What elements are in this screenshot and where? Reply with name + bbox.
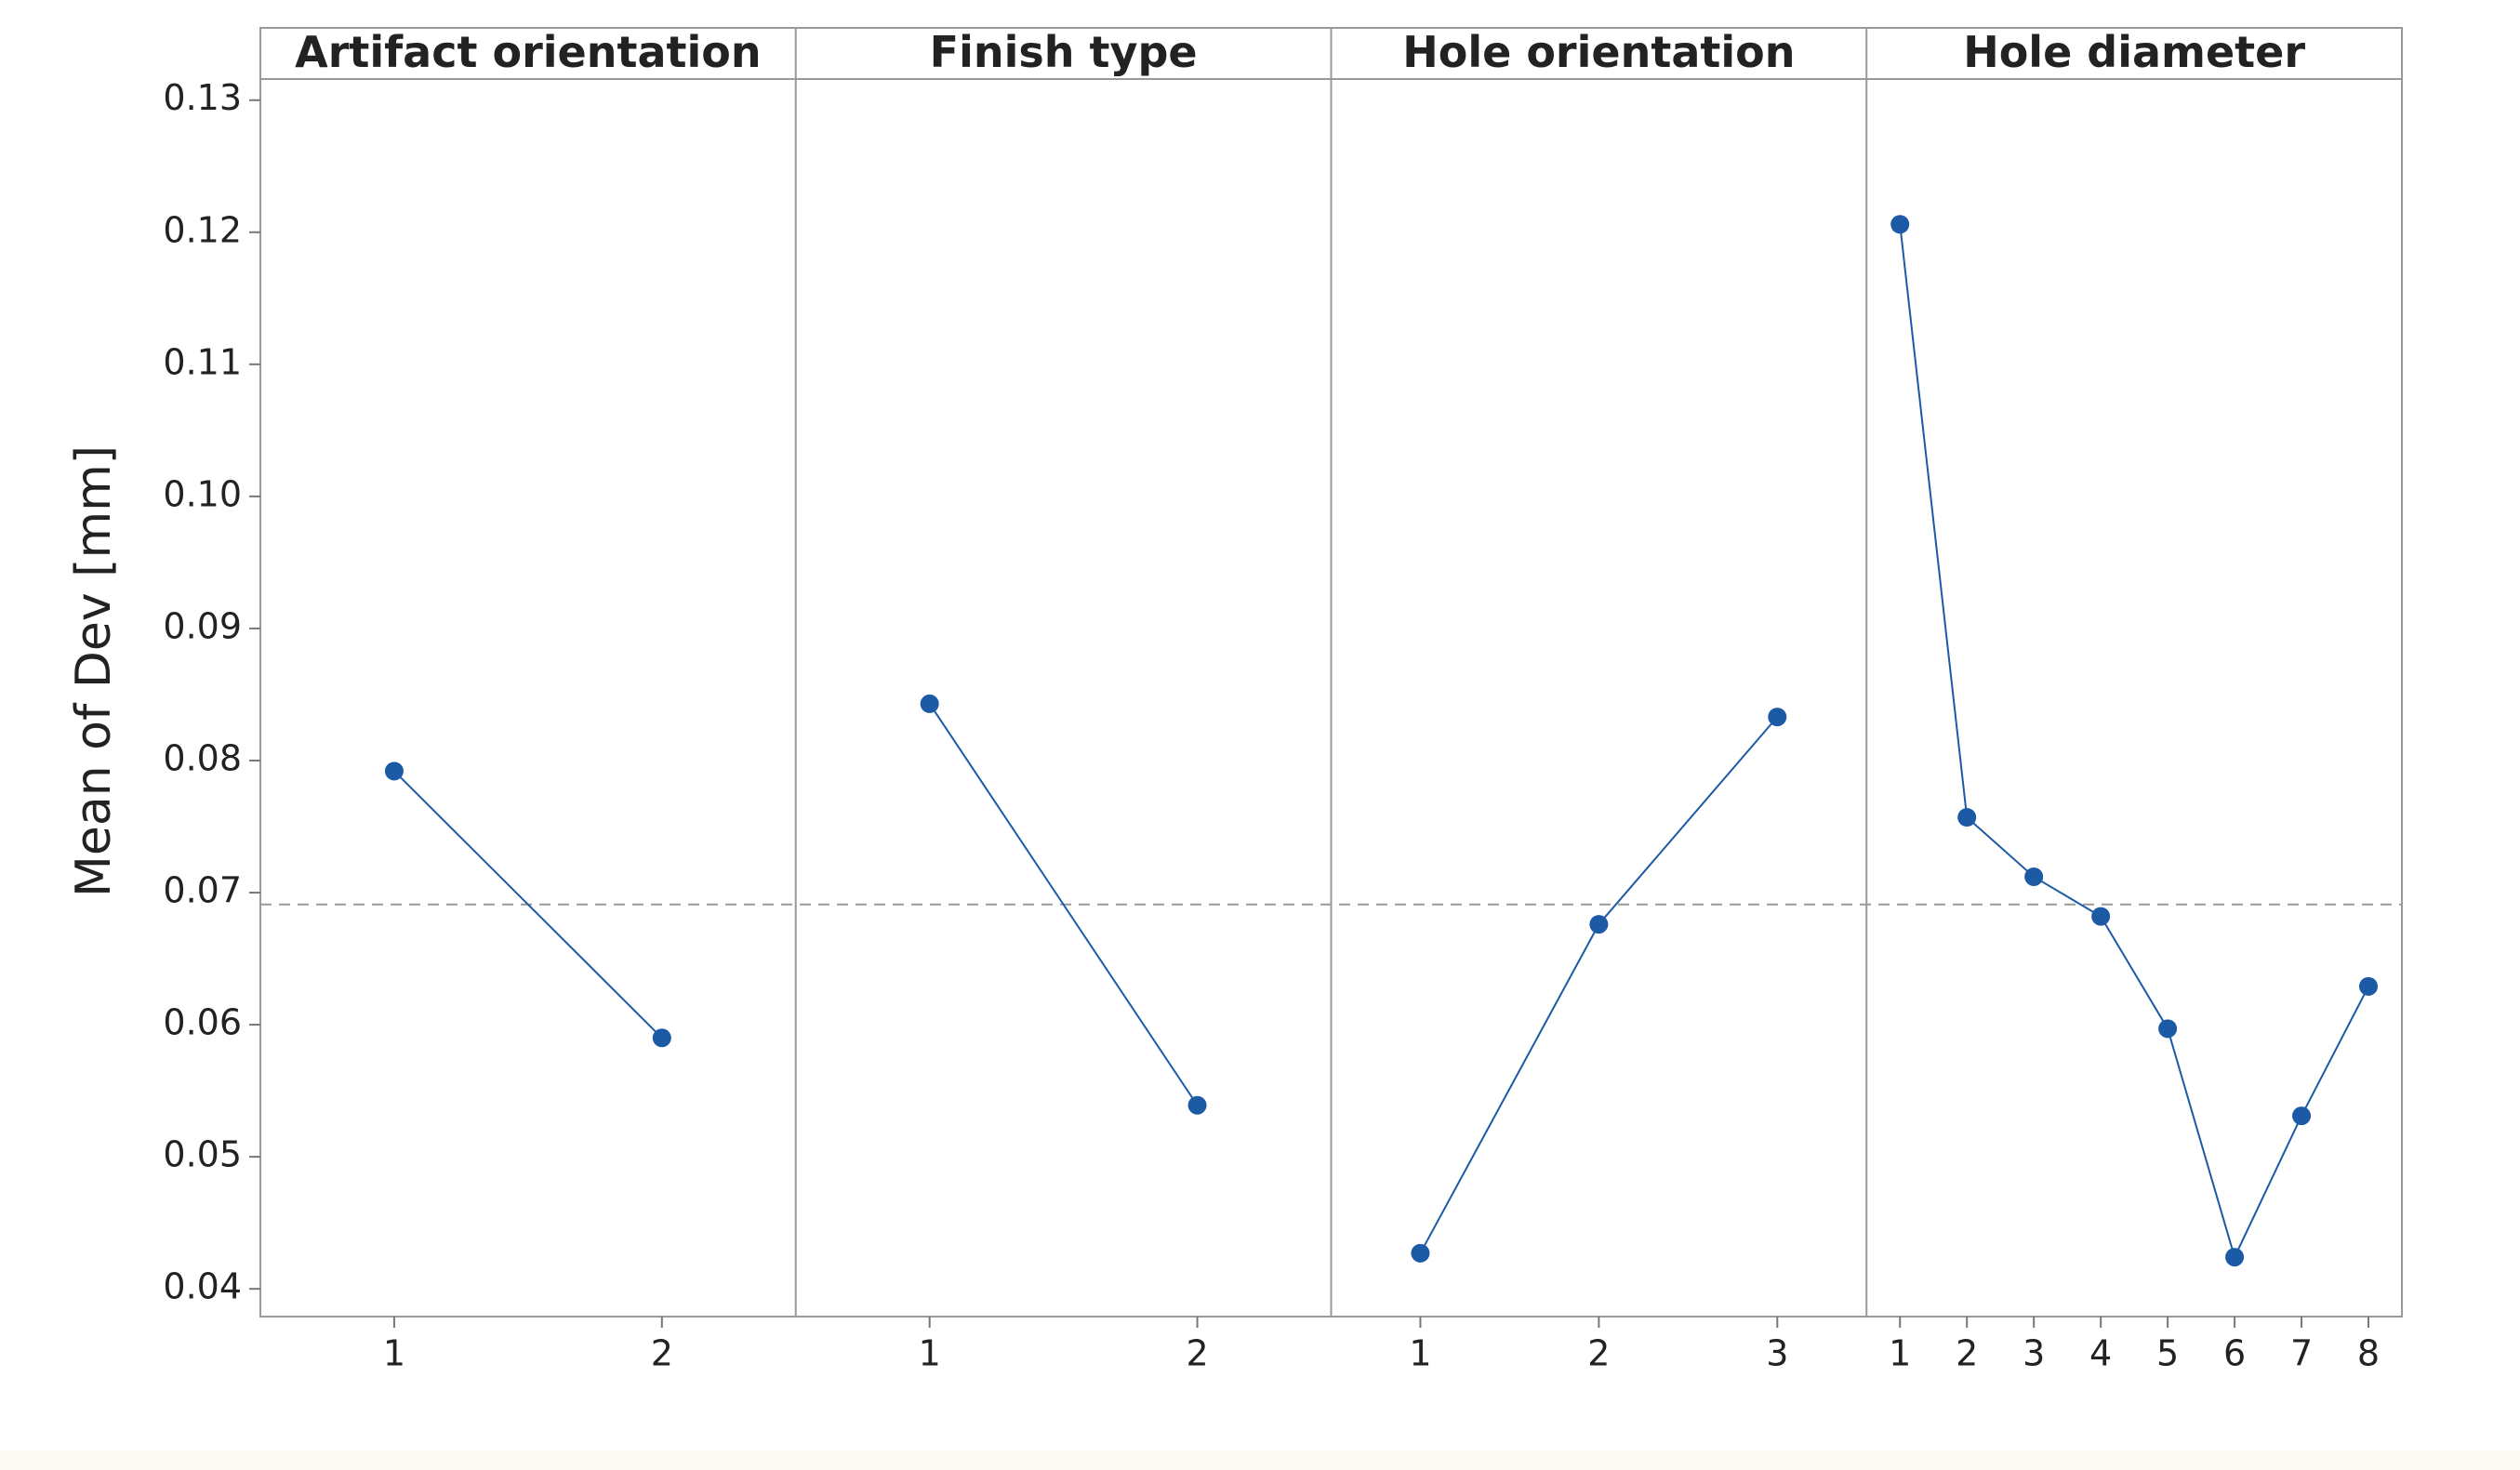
point — [2359, 976, 2379, 996]
x-tick-label: 1 — [919, 1333, 941, 1374]
point — [1187, 1095, 1207, 1115]
y-tick-label: 0.07 — [163, 870, 242, 911]
line — [393, 770, 663, 1039]
footer-band — [0, 1450, 2520, 1470]
y-axis-label: Mean of Dev [mm] — [66, 445, 122, 897]
point — [2024, 867, 2044, 886]
point — [652, 1028, 671, 1048]
x-tick-label: 5 — [2156, 1333, 2179, 1374]
y-tick-label: 0.08 — [163, 737, 242, 778]
x-tick-label: 3 — [2023, 1333, 2045, 1374]
panel-title: Artifact orientation — [295, 27, 762, 77]
y-tick-label: 0.11 — [163, 341, 242, 382]
y-tick-label: 0.04 — [163, 1266, 242, 1307]
y-tick-label: 0.09 — [163, 605, 242, 646]
x-tick-label: 2 — [1587, 1333, 1610, 1374]
y-tick-label: 0.13 — [163, 77, 242, 118]
point — [384, 761, 404, 781]
point — [1768, 708, 1787, 727]
x-tick-label: 6 — [2223, 1333, 2246, 1374]
line — [928, 703, 1199, 1106]
point — [1890, 215, 1910, 234]
y-tick-label: 0.12 — [163, 209, 242, 250]
point — [1957, 808, 1977, 828]
x-tick-label: 1 — [383, 1333, 405, 1374]
x-tick-label: 8 — [2357, 1333, 2380, 1374]
point — [2158, 1019, 2178, 1039]
y-tick-label: 0.06 — [163, 1002, 242, 1043]
y-tick-label: 0.10 — [163, 473, 242, 514]
x-tick-label: 3 — [1766, 1333, 1788, 1374]
x-tick-label: 2 — [651, 1333, 673, 1374]
x-tick-label: 2 — [1956, 1333, 1978, 1374]
point — [1411, 1243, 1430, 1263]
point — [2225, 1248, 2245, 1267]
point — [1589, 915, 1609, 934]
panel-title: Hole orientation — [1402, 27, 1795, 77]
x-tick-label: 2 — [1186, 1333, 1208, 1374]
line — [1899, 224, 2369, 1260]
point — [920, 694, 939, 713]
panel-title: Finish type — [930, 27, 1198, 77]
point — [2091, 907, 2111, 926]
panel-title: Hole diameter — [1963, 27, 2305, 77]
line — [1419, 716, 1779, 1254]
y-tick-label: 0.05 — [163, 1134, 242, 1175]
point — [2292, 1106, 2312, 1126]
x-tick-label: 1 — [1409, 1333, 1431, 1374]
x-tick-label: 1 — [1889, 1333, 1911, 1374]
x-tick-label: 7 — [2290, 1333, 2313, 1374]
x-tick-label: 4 — [2089, 1333, 2112, 1374]
